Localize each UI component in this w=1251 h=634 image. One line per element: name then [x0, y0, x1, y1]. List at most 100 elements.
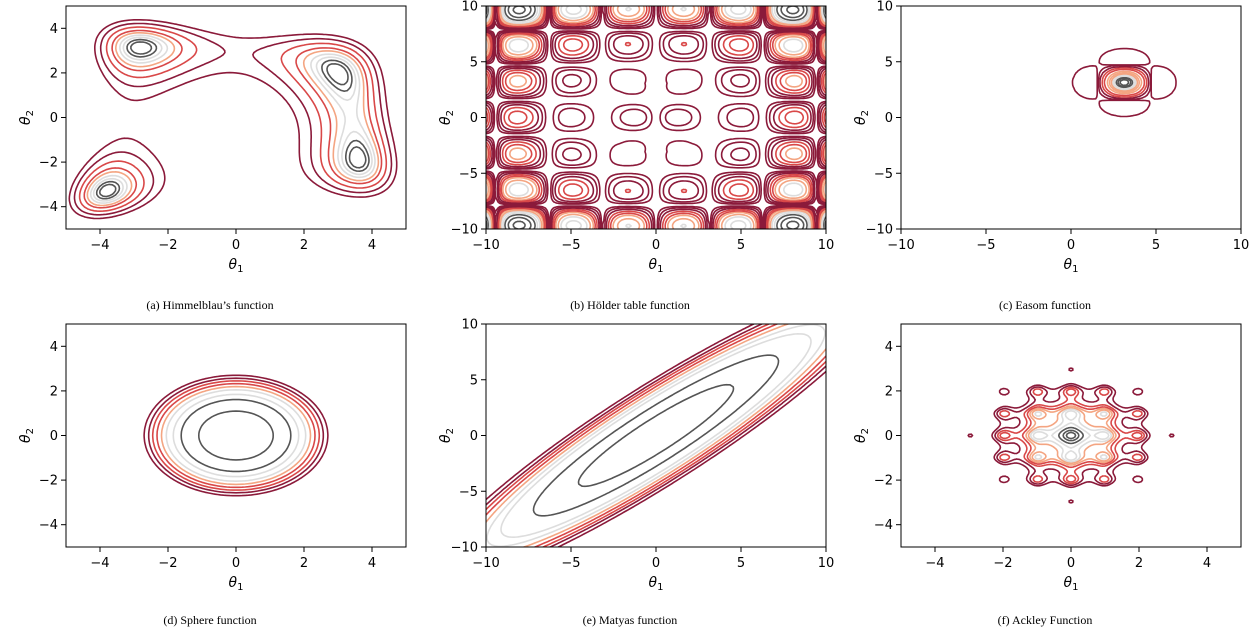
plot-frame — [900, 323, 1242, 548]
contour-level — [86, 31, 380, 207]
y-tick-label: 0 — [50, 111, 58, 126]
x-tick-label: −10 — [887, 238, 914, 253]
x-tick-label: −4 — [90, 556, 109, 571]
contour-level — [1062, 429, 1080, 442]
contour-level — [577, 383, 735, 488]
y-tick-label: 4 — [885, 340, 893, 355]
x-tick-label: 0 — [652, 556, 660, 571]
contour-lines — [1071, 47, 1177, 118]
contour-level — [83, 29, 383, 209]
y-tick-label: −5 — [459, 167, 478, 182]
x-tick-label: 4 — [1203, 556, 1211, 571]
contour-level — [1032, 410, 1110, 461]
y-tick-label: −5 — [459, 485, 478, 500]
y-tick-label: 5 — [470, 373, 478, 388]
y-tick-label: 10 — [876, 0, 893, 15]
contour-level — [486, 6, 826, 229]
panel-himmelblau: −4 −2 0 2 4 −4 −2 0 2 4 θ1 θ2 (a) Himmelblau’s func… — [10, 0, 410, 312]
y-tick-label: 2 — [50, 384, 58, 399]
y-tick-label: 0 — [470, 429, 478, 444]
x-tick-label: −2 — [158, 238, 177, 253]
contour-level — [1115, 76, 1134, 89]
y-tick-label: −4 — [39, 200, 58, 215]
x-tick-label: −2 — [993, 556, 1012, 571]
contour-level — [1025, 405, 1117, 466]
x-axis-label: θ1 — [649, 575, 664, 593]
plot-frame — [65, 323, 407, 548]
contour-lines — [68, 19, 398, 220]
x-tick-label: 10 — [1233, 238, 1250, 253]
y-tick-label: −2 — [39, 474, 58, 489]
caption-matyas: (e) Matyas function — [582, 613, 678, 627]
contour-lines — [486, 324, 826, 547]
contour-level — [1071, 47, 1177, 118]
contour-level — [92, 36, 373, 202]
contour-level — [1119, 78, 1130, 87]
contour-level — [1029, 408, 1113, 463]
y-tick-label: −2 — [874, 474, 893, 489]
y-axis-label: θ2 — [438, 428, 456, 443]
y-tick-label: 10 — [461, 0, 478, 15]
contour-level — [73, 22, 393, 216]
y-tick-label: 0 — [470, 111, 478, 126]
contour-level — [1027, 406, 1115, 465]
contour-lines — [486, 6, 826, 229]
y-tick-label: 10 — [461, 318, 478, 333]
contour-level — [967, 367, 1175, 504]
contour-level — [486, 6, 826, 229]
y-tick-label: −10 — [451, 223, 478, 238]
plot-frame — [65, 5, 407, 230]
contour-level — [198, 410, 274, 461]
contour-level — [151, 380, 321, 491]
contour-level — [532, 354, 780, 517]
x-tick-label: −4 — [925, 556, 944, 571]
y-tick-label: −4 — [39, 518, 58, 533]
contour-level — [165, 389, 307, 482]
contour-level — [486, 324, 826, 547]
contour-level — [1112, 74, 1137, 91]
x-axis-label: θ1 — [1064, 257, 1079, 275]
x-tick-label: −2 — [158, 556, 177, 571]
contour-level — [1103, 68, 1146, 97]
x-tick-label: −10 — [472, 556, 499, 571]
contour-level — [1106, 70, 1143, 95]
y-axis-label: θ2 — [438, 110, 456, 125]
x-tick-label: 0 — [1067, 556, 1075, 571]
panel-ackley: −4 −2 0 2 4 −4 −2 0 2 4 θ1 θ2 (f) Ackley Function — [845, 318, 1245, 634]
y-tick-label: 0 — [885, 429, 893, 444]
contour-level — [999, 388, 1143, 483]
contour-level — [1065, 431, 1077, 440]
contour-level — [486, 324, 826, 547]
x-axis-label: θ1 — [1064, 575, 1079, 593]
contour-level — [143, 374, 329, 497]
panel-easom: −10 −5 0 5 10 −10 −5 0 5 10 θ1 θ2 (c) Easom functio… — [845, 0, 1249, 312]
x-tick-label: −5 — [561, 556, 580, 571]
x-tick-label: −5 — [976, 238, 995, 253]
contour-level — [172, 393, 300, 478]
contour-level — [78, 26, 388, 212]
contour-level — [486, 324, 826, 547]
x-axis-label: θ1 — [229, 575, 244, 593]
x-tick-label: −5 — [561, 238, 580, 253]
x-axis-label: θ1 — [649, 257, 664, 275]
contour-level — [486, 324, 826, 547]
contour-level — [486, 6, 826, 229]
contour-level — [486, 6, 826, 229]
y-tick-label: 0 — [885, 111, 893, 126]
contour-lines — [967, 367, 1175, 504]
plot-frame — [485, 323, 827, 548]
x-tick-label: 5 — [1152, 238, 1160, 253]
y-tick-label: −2 — [39, 156, 58, 171]
panel-sphere: −4 −2 0 2 4 −4 −2 0 2 4 θ1 θ2 (d) Sphere function — [10, 318, 410, 634]
contour-level — [486, 324, 826, 547]
contour-level — [500, 333, 812, 538]
contour-lines — [143, 374, 329, 497]
contour-level — [95, 38, 370, 200]
x-tick-label: −10 — [472, 238, 499, 253]
contour-level — [1101, 67, 1148, 98]
y-axis-label: θ2 — [18, 428, 36, 443]
x-tick-label: 2 — [300, 238, 308, 253]
x-tick-label: 0 — [1067, 238, 1075, 253]
chart-holder-table: −10 −5 0 5 10 −10 −5 0 5 10 θ1 θ2 — [438, 0, 834, 275]
caption-holder-table: (b) Hölder table function — [570, 298, 690, 312]
